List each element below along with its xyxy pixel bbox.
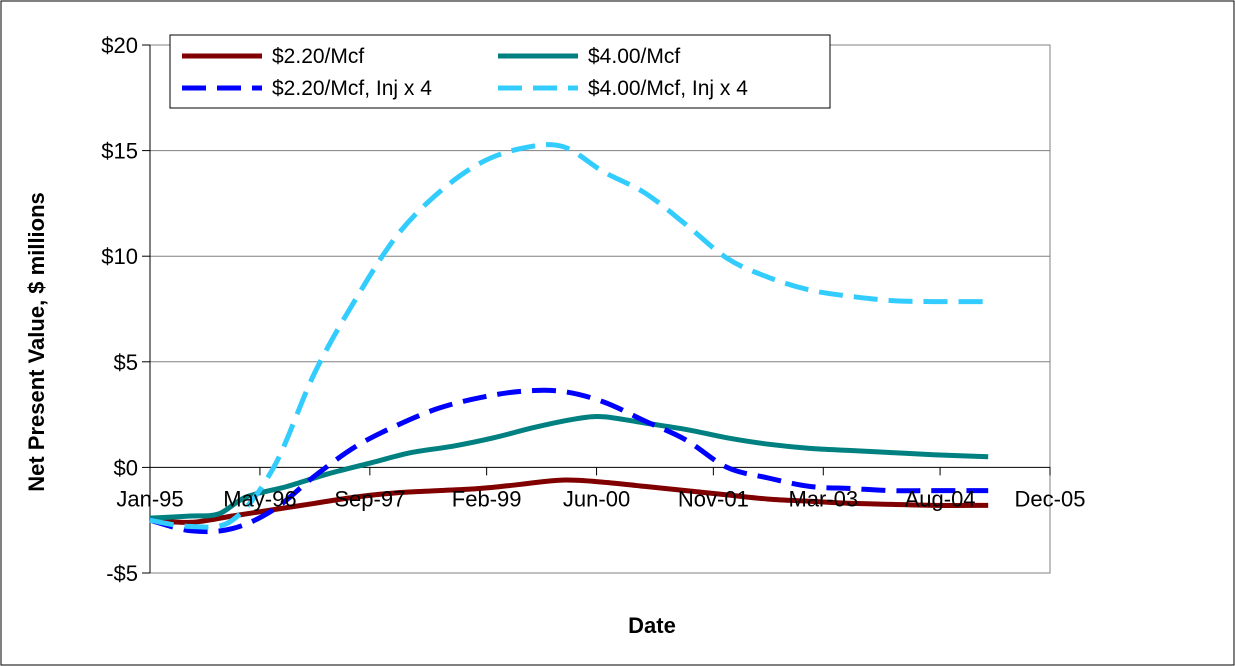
x-tick-label: Feb-99 — [452, 486, 522, 511]
y-tick-label: $10 — [101, 244, 138, 269]
x-tick-label: Jun-00 — [563, 486, 630, 511]
legend-box — [169, 34, 831, 109]
series-line-3 — [149, 142, 989, 530]
y-tick-label: $5 — [114, 350, 138, 375]
legend-label-series-0: $2.20/Mcf — [272, 45, 364, 68]
legend-label-series-2: $2.20/Mcf, Inj x 4 — [272, 77, 432, 100]
y-tick-label: $15 — [101, 139, 138, 164]
x-tick-label: Jan-95 — [116, 486, 183, 511]
legend: $2.20/Mcf $4.00/Mcf $2.20/Mcf, Inj x 4 $… — [169, 34, 831, 109]
series-line-1 — [149, 413, 989, 521]
y-tick-label: $20 — [101, 33, 138, 58]
tick-labels: -$5 $0 $5 $10 $15 $20 Jan-95 May-96 Sep-97 Feb-99… — [101, 33, 1085, 586]
y-tick-label: -$5 — [106, 561, 138, 586]
x-axis-title: Date — [628, 613, 676, 638]
series-line-2 — [149, 387, 989, 535]
x-tick-label: May-96 — [223, 486, 296, 511]
series-lines — [149, 142, 989, 535]
axes — [142, 44, 1051, 574]
x-tick-label: Mar-03 — [788, 486, 858, 511]
x-tick-label: Dec-05 — [1015, 486, 1086, 511]
legend-label-series-3: $4.00/Mcf, Inj x 4 — [588, 77, 748, 100]
y-tick-label: $0 — [114, 455, 138, 480]
x-tick-label: Aug-04 — [905, 486, 976, 511]
series-line-0 — [149, 477, 989, 525]
y-axis-title: Net Present Value, $ millions — [24, 192, 49, 492]
legend-label-series-1: $4.00/Mcf — [588, 45, 680, 68]
x-tick-label: Nov-01 — [678, 486, 749, 511]
x-tick-label: Sep-97 — [334, 486, 405, 511]
